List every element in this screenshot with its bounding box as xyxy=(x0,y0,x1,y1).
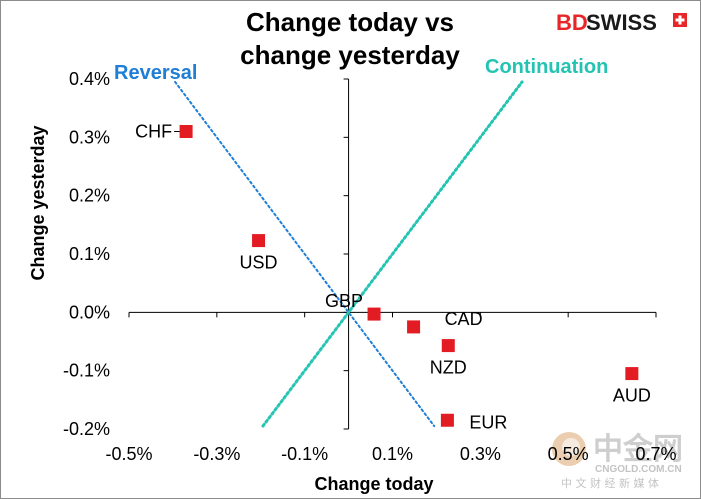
point-label-gbp: GBP xyxy=(325,291,363,311)
x-tick-label: -0.5% xyxy=(105,444,152,464)
axes xyxy=(128,78,657,430)
y-tick-label: -0.2% xyxy=(63,419,110,439)
y-tick-label: 0.4% xyxy=(69,69,110,89)
point-label-cad: CAD xyxy=(445,309,483,329)
chart-title-line-2: change yesterday xyxy=(240,40,460,70)
point-aud xyxy=(625,367,639,381)
point-label-usd: USD xyxy=(240,253,278,273)
point-gbp xyxy=(367,307,381,321)
watermark-brand: 中金网 xyxy=(593,432,683,467)
logo-text-swiss: SWISS xyxy=(586,10,657,35)
data-points: CHF USD GBP CAD NZD EUR AUD xyxy=(135,122,651,433)
y-tick-label: 0.3% xyxy=(69,127,110,147)
reference-lines: Reversal Continuation xyxy=(114,56,608,428)
chart-title-line-1: Change today vs xyxy=(246,7,454,37)
logo-text-bd: BD xyxy=(556,10,588,35)
y-tick-label: 0.0% xyxy=(69,302,110,322)
reversal-label: Reversal xyxy=(114,62,197,84)
point-usd xyxy=(252,234,266,248)
y-tick-label: -0.1% xyxy=(63,361,110,381)
point-cad xyxy=(407,320,421,334)
point-label-chf: CHF xyxy=(135,122,172,142)
y-tick-label: 0.2% xyxy=(69,186,110,206)
continuation-label: Continuation xyxy=(485,56,608,78)
x-axis-title: Change today xyxy=(314,474,433,494)
continuation-line xyxy=(261,80,524,428)
x-tick-label: -0.1% xyxy=(281,444,328,464)
watermark-subtitle: 中 文 财 经 新 媒 体 xyxy=(561,476,659,490)
tick-labels: -0.5% -0.3% -0.1% 0.1% 0.3% 0.5% 0.7% 0.4% 0.3% 0… xyxy=(63,69,677,464)
cngold-watermark: 中金网 CNGOLD.COM.CN 中 文 财 经 新 媒 体 xyxy=(552,432,683,490)
point-nzd xyxy=(441,339,455,353)
point-chf xyxy=(179,125,193,138)
x-tick-label: 0.7% xyxy=(635,444,676,464)
point-label-aud: AUD xyxy=(613,386,651,406)
point-eur xyxy=(440,413,454,427)
reversal-line xyxy=(174,80,436,428)
y-tick-label: 0.1% xyxy=(69,244,110,264)
point-label-eur: EUR xyxy=(469,412,507,432)
x-tick-label: 0.5% xyxy=(548,444,589,464)
y-axis-title: Change yesterday xyxy=(28,125,48,280)
bdswiss-logo: BD SWISS xyxy=(556,10,687,35)
point-label-nzd: NZD xyxy=(430,358,467,378)
watermark-url: CNGOLD.COM.CN xyxy=(595,464,682,475)
x-tick-label: 0.1% xyxy=(372,444,413,464)
x-tick-label: -0.3% xyxy=(193,444,240,464)
x-tick-label: 0.3% xyxy=(460,444,501,464)
